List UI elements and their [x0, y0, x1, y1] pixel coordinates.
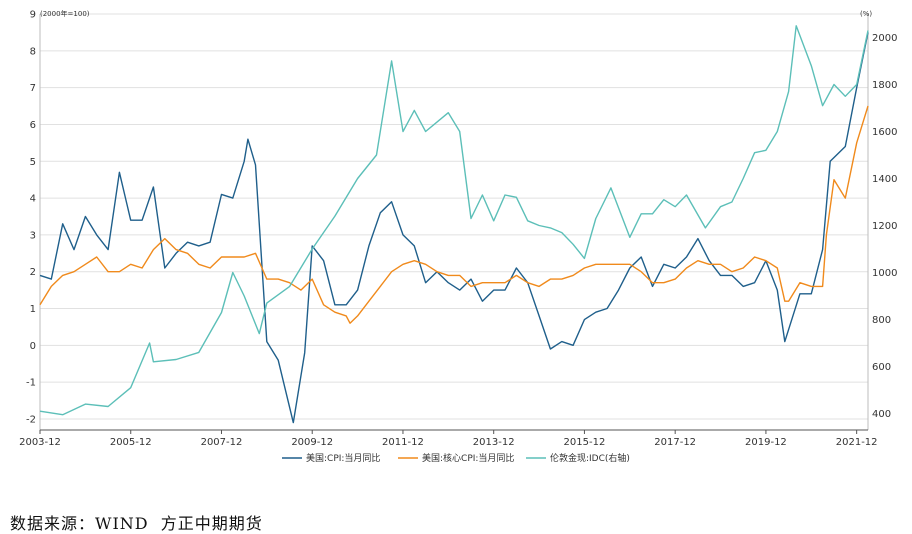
source-note: 数据来源：WIND 方正中期期货 — [10, 514, 263, 533]
x-tick-label: 2019-12 — [745, 437, 787, 448]
x-tick-label: 2007-12 — [201, 437, 243, 448]
left-tick-label: -1 — [26, 378, 36, 389]
right-tick-label: 400 — [872, 409, 891, 420]
legend-label: 美国:核心CPI:当月同比 — [422, 452, 514, 464]
legend: 美国:CPI:当月同比 美国:核心CPI:当月同比 伦敦金现:IDC(右轴) — [282, 452, 630, 464]
right-y-axis: 2000 1800 1600 1400 1200 1000 800 600 400 — [867, 14, 897, 430]
legend-label: 伦敦金现:IDC(右轴) — [550, 452, 630, 464]
left-tick-label: 7 — [30, 83, 36, 94]
right-tick-label: 600 — [872, 362, 891, 373]
legend-item: 美国:CPI:当月同比 — [282, 452, 380, 464]
chart: 9 8 7 6 5 4 3 2 1 0 -1 -2 2000 1800 1600 1400 1200 1000 8… — [19, 9, 897, 464]
left-tick-label: 0 — [30, 341, 36, 352]
left-tick-label: 3 — [30, 230, 36, 241]
right-tick-label: 1000 — [872, 268, 897, 279]
x-tick-label: 2015-12 — [564, 437, 606, 448]
x-tick-label: 2013-12 — [473, 437, 515, 448]
series-lines — [39, 25, 869, 424]
x-tick-label: 2003-12 — [19, 437, 61, 448]
legend-item: 伦敦金现:IDC(右轴) — [526, 452, 630, 464]
right-tick-label: 1200 — [872, 221, 897, 232]
right-tick-label: 800 — [872, 315, 891, 326]
left-tick-label: 5 — [30, 157, 36, 168]
right-tick-label: 2000 — [872, 33, 897, 44]
x-tick-label: 2005-12 — [110, 437, 152, 448]
x-tick-label: 2017-12 — [654, 437, 696, 448]
right-tick-label: 1400 — [872, 174, 897, 185]
series-line-3 — [39, 25, 869, 416]
series-line-2 — [39, 105, 869, 324]
right-tick-label: 1800 — [872, 80, 897, 91]
left-y-axis: 9 8 7 6 5 4 3 2 1 0 -1 -2 — [26, 10, 41, 430]
left-tick-label: 9 — [30, 10, 36, 21]
left-tick-label: -2 — [26, 414, 36, 425]
x-tick-label: 2021-12 — [836, 437, 878, 448]
x-axis: 2003-12 2005-12 2007-12 2009-12 2011-12 2013-… — [19, 429, 878, 448]
legend-item: 美国:核心CPI:当月同比 — [398, 452, 514, 464]
left-tick-label: 4 — [30, 194, 36, 205]
series-line-1 — [39, 32, 869, 424]
right-tick-label: 1600 — [872, 127, 897, 138]
left-axis-unit: (2000年=100) — [40, 9, 90, 18]
x-tick-label: 2011-12 — [382, 437, 424, 448]
left-tick-label: 6 — [30, 120, 36, 131]
gridlines — [40, 13, 868, 420]
left-tick-label: 2 — [30, 267, 36, 278]
left-tick-label: 8 — [30, 46, 36, 57]
x-tick-label: 2009-12 — [291, 437, 333, 448]
left-tick-label: 1 — [30, 304, 36, 315]
right-axis-unit: (%) — [860, 10, 872, 18]
legend-label: 美国:CPI:当月同比 — [306, 452, 380, 464]
